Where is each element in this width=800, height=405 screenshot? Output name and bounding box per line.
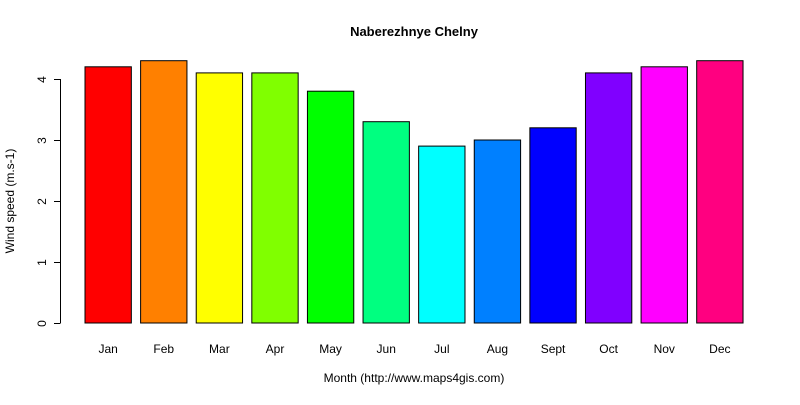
y-tick-label: 2 <box>35 198 49 205</box>
y-tick-label: 4 <box>35 76 49 83</box>
chart-title: Naberezhnye Chelny <box>350 24 479 39</box>
x-tick-label: Aug <box>487 342 508 356</box>
y-tick-label: 3 <box>35 137 49 144</box>
x-tick-label: Jan <box>98 342 117 356</box>
bar-mar <box>195 72 244 324</box>
x-axis-label: Month (http://www.maps4gis.com) <box>324 371 505 385</box>
x-tick-label: Sept <box>541 342 566 356</box>
x-tick-label: Oct <box>599 342 618 356</box>
x-tick-label: Dec <box>709 342 730 356</box>
x-tick-label: Apr <box>266 342 285 356</box>
bar-sept <box>529 127 577 324</box>
x-tick-label: May <box>319 342 342 356</box>
x-tick-label: Feb <box>153 342 174 356</box>
bar-apr <box>251 72 299 324</box>
y-axis-label: Wind speed (m.s-1) <box>3 149 17 254</box>
bar-jun <box>362 121 410 324</box>
bar-jan <box>84 66 132 324</box>
x-tick-label: Jun <box>377 342 396 356</box>
bar-may <box>306 90 355 324</box>
bar-nov <box>640 66 688 324</box>
bar-feb <box>140 60 188 324</box>
y-tick-label: 1 <box>35 259 49 266</box>
bar-dec <box>696 60 744 324</box>
bar-jul <box>418 145 466 324</box>
x-tick-label: Nov <box>654 342 675 356</box>
bar-aug <box>473 139 522 324</box>
x-tick-label: Mar <box>209 342 230 356</box>
y-tick-label: 0 <box>35 320 49 327</box>
bar-oct <box>584 72 633 324</box>
x-tick-label: Jul <box>434 342 449 356</box>
